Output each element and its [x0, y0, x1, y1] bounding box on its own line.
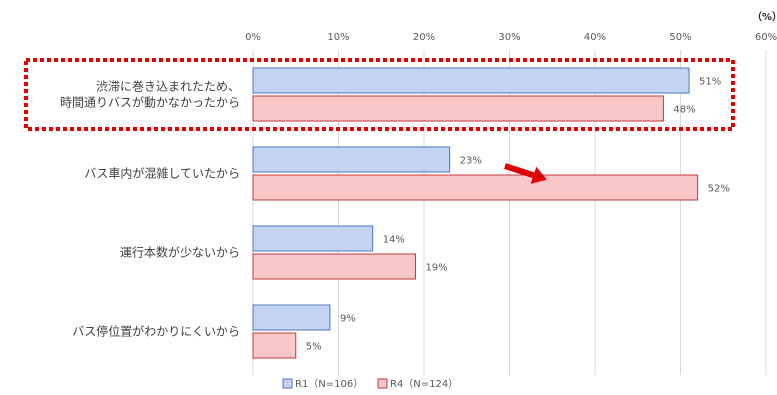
legend-entry: R1（N=106） — [295, 378, 363, 390]
arrow-icon — [504, 163, 547, 184]
x-tick-label: 50% — [669, 32, 691, 43]
data-label: 9% — [340, 314, 356, 325]
x-tick-label: 10% — [327, 32, 349, 43]
bar-r4 — [252, 95, 664, 122]
category-label: 渋滞に巻き込まれたため、 — [96, 80, 240, 94]
x-tick-label: 0% — [245, 32, 261, 43]
x-tick-label: 60% — [755, 32, 777, 43]
data-label: 5% — [306, 342, 322, 353]
bar-r4 — [252, 174, 699, 201]
arrow-shape — [504, 163, 547, 184]
legend-swatch — [282, 378, 293, 389]
data-label: 23% — [460, 156, 482, 167]
x-tick-label: 30% — [498, 32, 520, 43]
highlight-box — [24, 58, 735, 131]
bars: 51% 23% 14% 9% 48% 52% 19% 5% — [252, 67, 730, 359]
unit-label: （%） — [752, 10, 777, 23]
category-label: バス停位置がわかりにくいから — [72, 324, 240, 339]
bar-r4 — [252, 332, 297, 359]
data-label: 19% — [425, 263, 447, 274]
bar-r4 — [252, 253, 416, 280]
category-labels: 渋滞に巻き込まれたため、時間通りバスが動かなかったからバス車内が混雑していたから… — [60, 80, 240, 339]
annotations — [24, 58, 735, 184]
legend-entry: R4（N=124） — [390, 378, 458, 390]
data-label: 51% — [699, 77, 721, 88]
bar-r1 — [252, 146, 451, 173]
bar-r1 — [252, 67, 690, 94]
category-label: 時間通りバスが動かなかったから — [60, 95, 240, 110]
bar-r1 — [252, 304, 331, 331]
category-label: 運行本数が少ないから — [120, 245, 240, 260]
x-tick-label: 20% — [413, 32, 435, 43]
x-tick-label: 40% — [584, 32, 606, 43]
data-label: 48% — [673, 105, 695, 116]
category-label: バス車内が混雑していたから — [84, 166, 240, 181]
data-label: 52% — [708, 184, 730, 195]
data-label: 14% — [383, 235, 405, 246]
legend: R1（N=106） R4（N=124） — [282, 378, 458, 390]
legend-swatch — [377, 378, 388, 389]
bar-r1 — [252, 225, 374, 252]
x-axis-ticks: 0% 10% 20% 30% 40% 50% 60% — [245, 32, 777, 43]
